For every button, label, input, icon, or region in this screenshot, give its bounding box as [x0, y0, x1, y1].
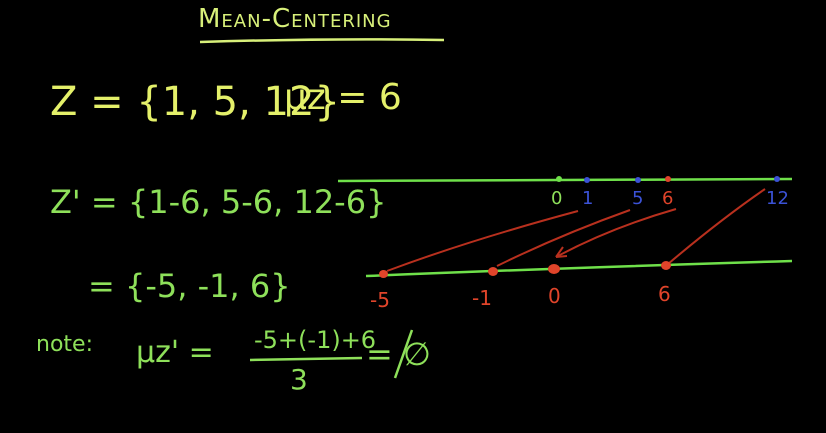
top-point-1: [584, 177, 590, 183]
note-mean: μz' =: [136, 335, 214, 370]
mean-z: μz = 6: [284, 77, 402, 118]
map-arrow-12: [667, 188, 766, 265]
top-label-0: 0: [551, 188, 563, 209]
set-z: Z = {1, 5, 12}: [50, 79, 340, 125]
set-z-prime: Z' = {1-6, 5-6, 12-6}: [50, 183, 387, 221]
top-label-5: 5: [632, 188, 644, 209]
top-point-5: [635, 177, 641, 183]
top-label-6: 6: [662, 188, 674, 209]
map-arrow-6-head: [555, 246, 568, 258]
bottom-label-minus5: -5: [370, 288, 390, 312]
map-arrow-5: [496, 209, 631, 267]
page-title: Mean-Centering: [198, 4, 392, 34]
top-number-line: [337, 177, 793, 183]
set-z-prime-result: = {-5, -1, 6}: [88, 267, 291, 305]
bottom-label-6: 6: [658, 282, 671, 306]
bottom-point-minus5: [379, 270, 388, 278]
note-label: note:: [36, 332, 93, 357]
bottom-label-0: 0: [548, 284, 561, 308]
bottom-number-line: [365, 259, 793, 278]
map-arrow-6: [555, 208, 677, 258]
top-point-6: [665, 176, 671, 182]
bottom-point-minus1: [488, 267, 498, 276]
top-label-12: 12: [766, 188, 789, 209]
note-denominator: 3: [290, 363, 308, 396]
fraction-bar: [249, 356, 363, 362]
bottom-point-6: [661, 261, 671, 270]
phi-slash: [393, 329, 414, 379]
title-underline: [199, 38, 445, 44]
map-arrow-1: [386, 210, 579, 272]
top-point-12: [774, 176, 780, 182]
bottom-point-0: [548, 264, 560, 274]
top-point-0: [556, 176, 562, 182]
note-numerator: -5+(-1)+6: [254, 326, 377, 354]
note-result: = ∅: [366, 335, 431, 373]
bottom-label-minus1: -1: [472, 286, 492, 310]
top-label-1: 1: [582, 188, 594, 209]
